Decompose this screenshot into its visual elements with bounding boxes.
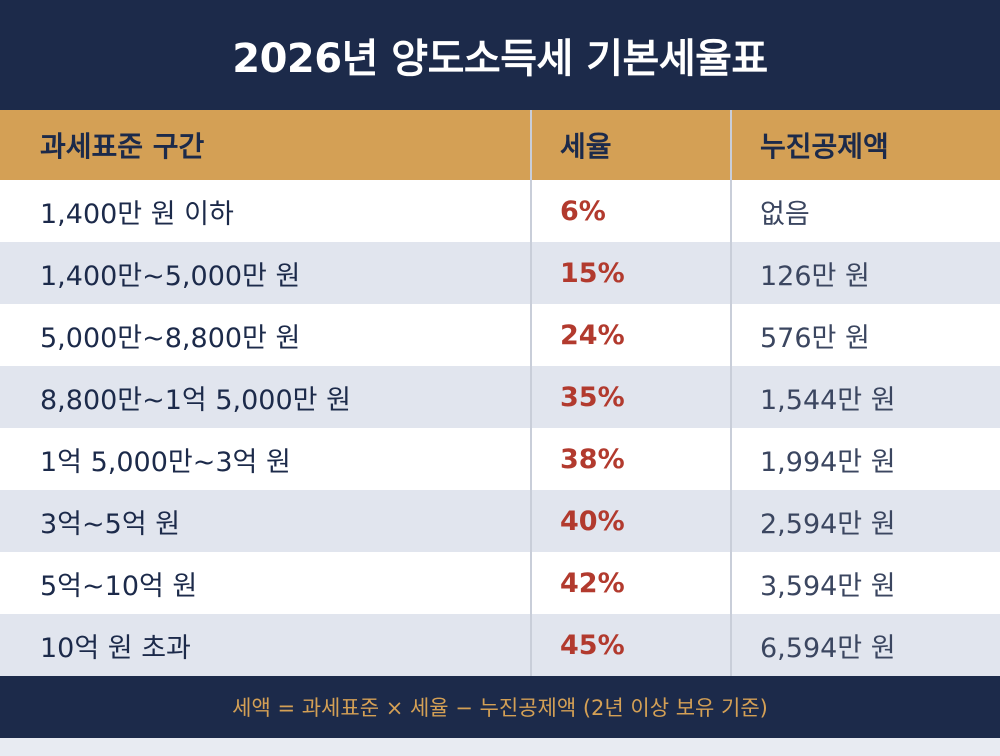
table-row: 3억~5억 원 40% 2,594만 원: [0, 490, 1000, 552]
table-row: 8,800만~1억 5,000만 원 35% 1,544만 원: [0, 366, 1000, 428]
rate-cell: 24%: [560, 319, 625, 351]
deduction-cell: 2,594만 원: [760, 508, 896, 540]
rate-cell: 38%: [560, 443, 625, 475]
range-cell: 1억 5,000만~3억 원: [40, 446, 291, 478]
table-row: 1,400만 원 이하 6% 없음: [0, 180, 1000, 242]
rate-cell: 40%: [560, 505, 625, 537]
table-row: 10억 원 초과 45% 6,594만 원: [0, 614, 1000, 676]
deduction-cell: 1,544만 원: [760, 384, 896, 416]
rate-cell: 6%: [560, 195, 606, 227]
range-cell: 1,400만~5,000만 원: [40, 260, 301, 292]
column-divider: [530, 110, 532, 676]
formula-footer: 세액 = 과세표준 × 세율 − 누진공제액 (2년 이상 보유 기준): [0, 676, 1000, 738]
table-row: 1,400만~5,000만 원 15% 126만 원: [0, 242, 1000, 304]
range-cell: 5억~10억 원: [40, 570, 198, 602]
rate-cell: 15%: [560, 257, 625, 289]
range-cell: 1,400만 원 이하: [40, 198, 234, 230]
deduction-cell: 1,994만 원: [760, 446, 896, 478]
table-row: 5억~10억 원 42% 3,594만 원: [0, 552, 1000, 614]
rate-cell: 45%: [560, 629, 625, 661]
header-rate: 세율: [560, 130, 612, 163]
deduction-cell: 126만 원: [760, 260, 870, 292]
deduction-cell: 3,594만 원: [760, 570, 896, 602]
table-row: 1억 5,000만~3억 원 38% 1,994만 원: [0, 428, 1000, 490]
range-cell: 3억~5억 원: [40, 508, 181, 540]
title-bar: 2026년 양도소득세 기본세율표: [0, 0, 1000, 110]
formula-note: 세액 = 과세표준 × 세율 − 누진공제액 (2년 이상 보유 기준): [232, 696, 768, 720]
column-divider: [730, 110, 732, 676]
header-deduction: 누진공제액: [760, 130, 889, 163]
rate-cell: 35%: [560, 381, 625, 413]
header-range: 과세표준 구간: [40, 130, 205, 163]
page-title: 2026년 양도소득세 기본세율표: [232, 36, 768, 82]
table-row: 5,000만~8,800만 원 24% 576만 원: [0, 304, 1000, 366]
range-cell: 10억 원 초과: [40, 632, 191, 664]
deduction-cell: 576만 원: [760, 322, 870, 354]
rate-cell: 42%: [560, 567, 625, 599]
table-header-row: 과세표준 구간 세율 누진공제액: [0, 110, 1000, 180]
range-cell: 5,000만~8,800만 원: [40, 322, 301, 354]
range-cell: 8,800만~1억 5,000만 원: [40, 384, 351, 416]
deduction-cell: 없음: [760, 198, 810, 230]
deduction-cell: 6,594만 원: [760, 632, 896, 664]
